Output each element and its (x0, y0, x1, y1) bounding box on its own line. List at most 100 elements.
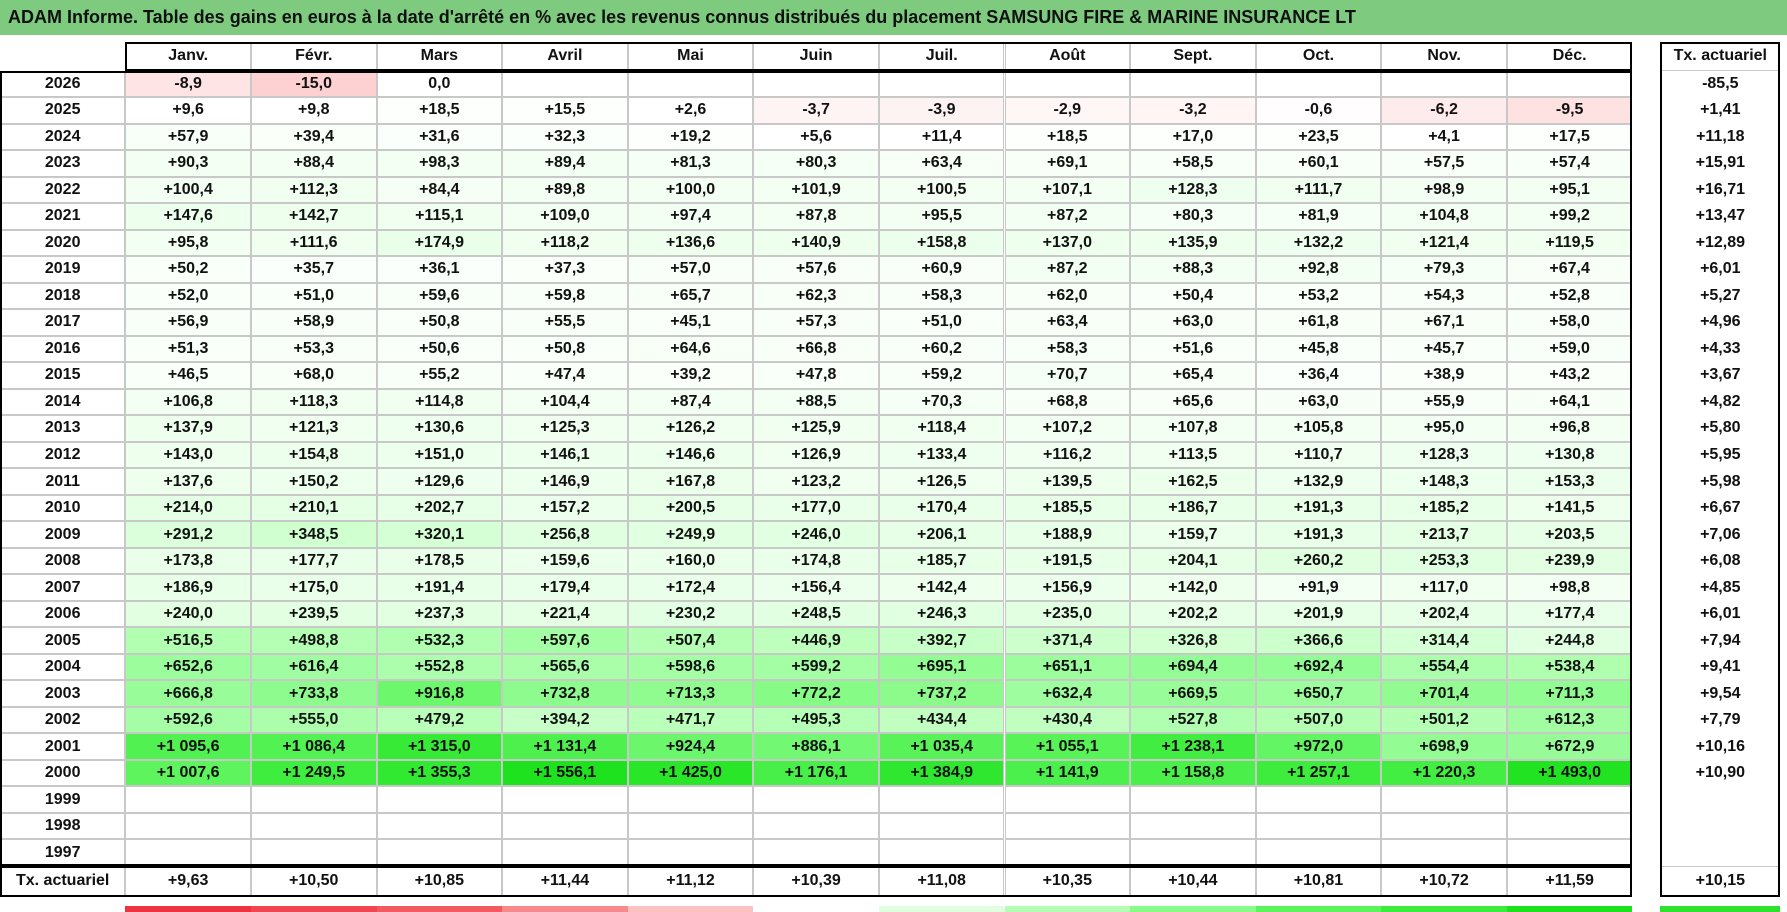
month-header: Févr. (250, 42, 377, 71)
value-cell (250, 786, 377, 813)
footer-cell: +10,81 (1255, 865, 1382, 897)
value-cell: +17,0 (1130, 123, 1256, 151)
value-cell: +9,6 (125, 97, 251, 124)
value-cell: +87,2 (1004, 256, 1131, 283)
value-cell: +1 384,9 (878, 759, 1005, 787)
value-cell: +175,0 (250, 574, 377, 601)
value-cell: +60,2 (878, 335, 1005, 363)
value-cell: +156,4 (753, 574, 879, 601)
value-cell: +172,4 (627, 574, 754, 601)
tx-cell: +11,18 (1696, 127, 1745, 145)
tx-cell: +5,80 (1700, 419, 1741, 437)
value-cell: +95,5 (878, 203, 1005, 230)
footer-cell: +10,35 (1004, 865, 1131, 897)
value-cell (376, 812, 503, 840)
value-cell: -3,9 (878, 97, 1005, 124)
value-cell: -15,0 (250, 70, 377, 98)
value-cell: +36,1 (376, 256, 503, 283)
value-cell: +156,9 (1004, 574, 1131, 601)
value-cell: +552,8 (376, 653, 503, 681)
value-cell: +118,4 (878, 415, 1005, 442)
scale-stop: +1015% (1255, 905, 1382, 912)
year-label: 2018 (0, 282, 126, 310)
value-cell (250, 812, 377, 840)
value-cell (627, 786, 754, 813)
value-cell: +240,0 (125, 600, 251, 628)
value-cell: +159,6 (502, 547, 628, 575)
year-label: 2023 (0, 150, 126, 177)
value-cell: +137,0 (1004, 229, 1131, 257)
value-cell (1004, 839, 1131, 866)
value-cell: +434,4 (878, 706, 1005, 734)
value-cell: +314,4 (1381, 627, 1507, 654)
value-cell: +115,1 (376, 203, 503, 230)
value-cell: +57,0 (627, 256, 754, 283)
value-cell (1004, 70, 1131, 98)
value-cell: +68,0 (250, 362, 377, 389)
value-cell: +64,1 (1506, 388, 1633, 416)
value-cell: +121,3 (250, 415, 377, 442)
value-cell (502, 70, 628, 98)
value-cell: +55,5 (502, 309, 628, 336)
value-cell: +154,8 (250, 441, 377, 469)
value-cell: +632,4 (1004, 680, 1131, 707)
value-cell: +118,2 (502, 229, 628, 257)
value-cell: +128,3 (1130, 176, 1256, 204)
month-header: Mars (376, 42, 503, 71)
value-cell: +105,8 (1255, 415, 1382, 442)
year-label: 2005 (0, 627, 126, 654)
value-cell: +188,9 (1004, 521, 1131, 548)
value-cell: +92,8 (1255, 256, 1382, 283)
month-header: Avril (502, 42, 628, 71)
value-cell: +89,8 (502, 176, 628, 204)
year-label: 2026 (0, 70, 126, 98)
value-cell: +62,0 (1004, 282, 1131, 310)
value-cell (878, 812, 1005, 840)
month-header: Juin (753, 42, 879, 71)
value-cell: +177,4 (1506, 600, 1633, 628)
value-cell: +235,0 (1004, 600, 1131, 628)
value-cell: +185,2 (1381, 494, 1507, 522)
tx-cell: +4,85 (1700, 578, 1741, 596)
year-label: 2012 (0, 441, 126, 469)
value-cell: +200,5 (627, 494, 754, 522)
value-cell: +191,3 (1255, 494, 1382, 522)
value-cell (627, 812, 754, 840)
value-cell: +133,4 (878, 441, 1005, 469)
value-cell: +98,8 (1506, 574, 1633, 601)
value-cell: +126,9 (753, 441, 879, 469)
value-cell: +139,5 (1004, 468, 1131, 495)
tx-cell: -85,5 (1702, 74, 1739, 92)
value-cell: +58,3 (878, 282, 1005, 310)
value-cell: +80,3 (1130, 203, 1256, 230)
year-label: 2002 (0, 706, 126, 734)
value-cell: +110,7 (1255, 441, 1382, 469)
value-cell: +157,2 (502, 494, 628, 522)
value-cell: +107,1 (1004, 176, 1131, 204)
value-cell: +1 249,5 (250, 759, 377, 787)
value-cell: +55,9 (1381, 388, 1507, 416)
value-cell: +126,5 (878, 468, 1005, 495)
value-cell (1130, 786, 1256, 813)
value-cell: +88,3 (1130, 256, 1256, 283)
value-cell (1381, 812, 1507, 840)
value-cell: +32,3 (502, 123, 628, 151)
value-cell: +104,8 (1381, 203, 1507, 230)
value-cell: +19,2 (627, 123, 754, 151)
year-label: 2008 (0, 547, 126, 575)
value-cell: +1 095,6 (125, 733, 251, 760)
tx-header: Tx. actuariel (1660, 42, 1781, 71)
scale-stop: -100% (125, 905, 251, 912)
value-cell: +51,0 (878, 309, 1005, 336)
value-cell: +137,9 (125, 415, 251, 442)
value-cell (1381, 839, 1507, 866)
value-cell (1255, 786, 1382, 813)
value-cell: +107,8 (1130, 415, 1256, 442)
value-cell: +121,4 (1381, 229, 1507, 257)
value-cell: +1 007,6 (125, 759, 251, 787)
year-label: 2009 (0, 521, 126, 548)
value-cell: +158,8 (878, 229, 1005, 257)
tx-cell: +5,98 (1700, 472, 1741, 490)
value-cell: +479,2 (376, 706, 503, 734)
value-cell: +1 220,3 (1381, 759, 1507, 787)
